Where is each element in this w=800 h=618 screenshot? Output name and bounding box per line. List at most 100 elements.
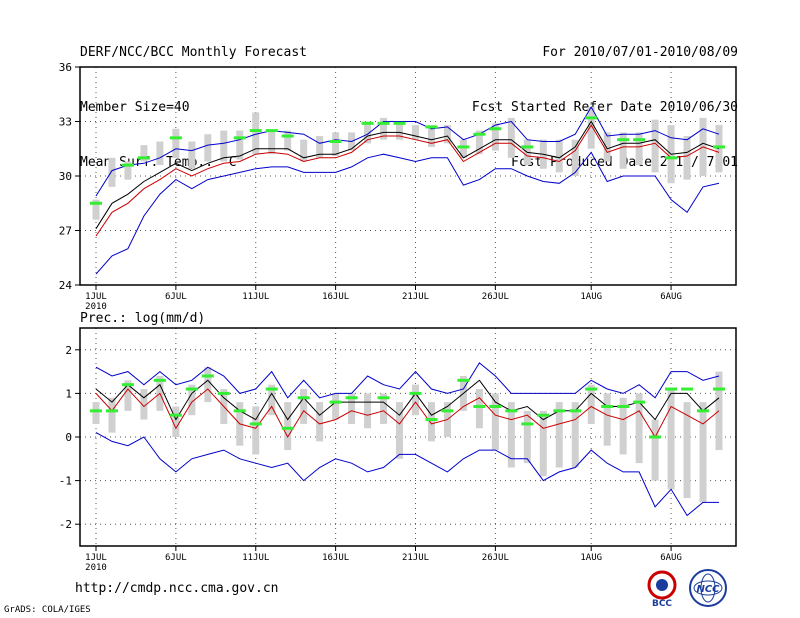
spread-box xyxy=(396,121,404,140)
green-mark xyxy=(265,387,278,391)
green-mark xyxy=(121,383,134,387)
green-mark xyxy=(329,139,342,143)
spread-box xyxy=(683,402,691,499)
spread-box xyxy=(571,139,579,176)
spread-box xyxy=(523,410,531,464)
spread-box xyxy=(316,402,324,442)
spread-box xyxy=(332,393,340,420)
ncc-logo-text: NCC xyxy=(696,584,720,595)
series-line-max xyxy=(95,362,720,399)
series-line-ens_mean xyxy=(95,120,720,229)
green-mark xyxy=(217,391,230,395)
spread-box xyxy=(284,130,292,151)
green-mark xyxy=(617,138,630,142)
green-mark xyxy=(665,387,678,391)
year-label: 2010 xyxy=(85,302,107,312)
bcc-logo-text: BCC xyxy=(652,599,672,608)
x-tick-label: 21JUL xyxy=(402,292,429,302)
green-mark xyxy=(505,409,518,413)
spread-box xyxy=(172,128,180,158)
y-tick-label: 33 xyxy=(59,116,72,129)
spread-box xyxy=(380,393,388,424)
y-tick-label: 0 xyxy=(65,431,72,444)
spread-box xyxy=(635,393,643,464)
y-tick-label: 2 xyxy=(65,344,72,357)
green-mark xyxy=(457,145,470,149)
spread-box xyxy=(635,132,643,166)
green-mark xyxy=(617,404,630,408)
ncc-logo: NCC xyxy=(689,569,727,607)
green-mark xyxy=(233,409,246,413)
spread-box xyxy=(380,117,388,140)
x-tick-label: 6JUL xyxy=(165,292,187,302)
green-mark xyxy=(329,400,342,404)
spread-box xyxy=(491,393,499,451)
spread-box xyxy=(459,139,467,158)
green-mark xyxy=(425,125,438,129)
panel-title: Prec.: log(mm/d) xyxy=(80,311,205,326)
y-tick-label: 24 xyxy=(59,279,73,292)
green-mark xyxy=(649,435,662,439)
spread-box xyxy=(108,157,116,187)
series-line-ctrl xyxy=(95,124,720,237)
green-mark xyxy=(697,409,710,413)
spread-box xyxy=(619,132,627,169)
spread-box xyxy=(651,119,659,173)
spread-box xyxy=(619,397,627,455)
x-tick-label: 6JUL xyxy=(165,553,187,563)
spread-box xyxy=(667,389,675,490)
spread-box xyxy=(364,393,372,429)
green-mark xyxy=(713,145,725,149)
x-tick-label: 26JUL xyxy=(482,292,509,302)
green-mark xyxy=(169,136,182,140)
green-mark xyxy=(90,409,102,413)
source-url[interactable]: http://cmdp.ncc.cma.gov.cn xyxy=(75,581,279,596)
x-tick-label: 26JUL xyxy=(482,553,509,563)
series-line-ctrl xyxy=(95,388,720,439)
year-label: 2010 xyxy=(85,563,107,573)
x-tick-label: 11JUL xyxy=(242,292,269,302)
x-tick-label: 11JUL xyxy=(242,553,269,563)
green-mark xyxy=(409,391,422,395)
green-mark xyxy=(569,409,582,413)
bcc-logo: BCC xyxy=(647,570,677,608)
green-mark xyxy=(361,121,374,125)
green-mark xyxy=(281,134,294,138)
series-line-min xyxy=(95,151,720,275)
spread-box xyxy=(683,136,691,180)
green-mark xyxy=(90,201,102,205)
x-tick-label: 16JUL xyxy=(322,292,349,302)
spread-box xyxy=(124,380,132,411)
green-mark xyxy=(521,145,534,149)
spread-box xyxy=(284,402,292,451)
spread-box xyxy=(475,130,483,155)
spread-box xyxy=(699,402,707,503)
spread-box xyxy=(491,123,499,151)
spread-box xyxy=(252,406,260,455)
green-mark xyxy=(169,413,182,417)
y-tick-label: 27 xyxy=(59,225,72,238)
green-mark xyxy=(297,396,310,400)
spread-box xyxy=(571,402,579,468)
spread-box xyxy=(507,402,515,468)
green-mark xyxy=(137,156,150,160)
spread-box xyxy=(411,384,419,416)
spread-box xyxy=(364,121,372,144)
y-tick-label: 30 xyxy=(59,170,72,183)
x-tick-label: 6AUG xyxy=(660,553,682,563)
green-mark xyxy=(665,156,678,160)
green-mark xyxy=(537,413,550,417)
green-mark xyxy=(153,378,166,382)
chart-panel-1: 24 27 30 33 36 1JUL 6JUL 11JUL 16JUL 21JUL 26JUL 1A… xyxy=(59,61,737,312)
series-line-max xyxy=(95,105,720,197)
x-tick-label: 1JUL xyxy=(85,553,107,563)
green-mark xyxy=(185,387,198,391)
spread-box xyxy=(603,393,611,446)
x-tick-label: 1JUL xyxy=(85,292,107,302)
series-line-ens_mean xyxy=(95,379,720,421)
green-mark xyxy=(249,422,262,426)
spread-box xyxy=(268,130,276,155)
green-mark xyxy=(345,396,358,400)
